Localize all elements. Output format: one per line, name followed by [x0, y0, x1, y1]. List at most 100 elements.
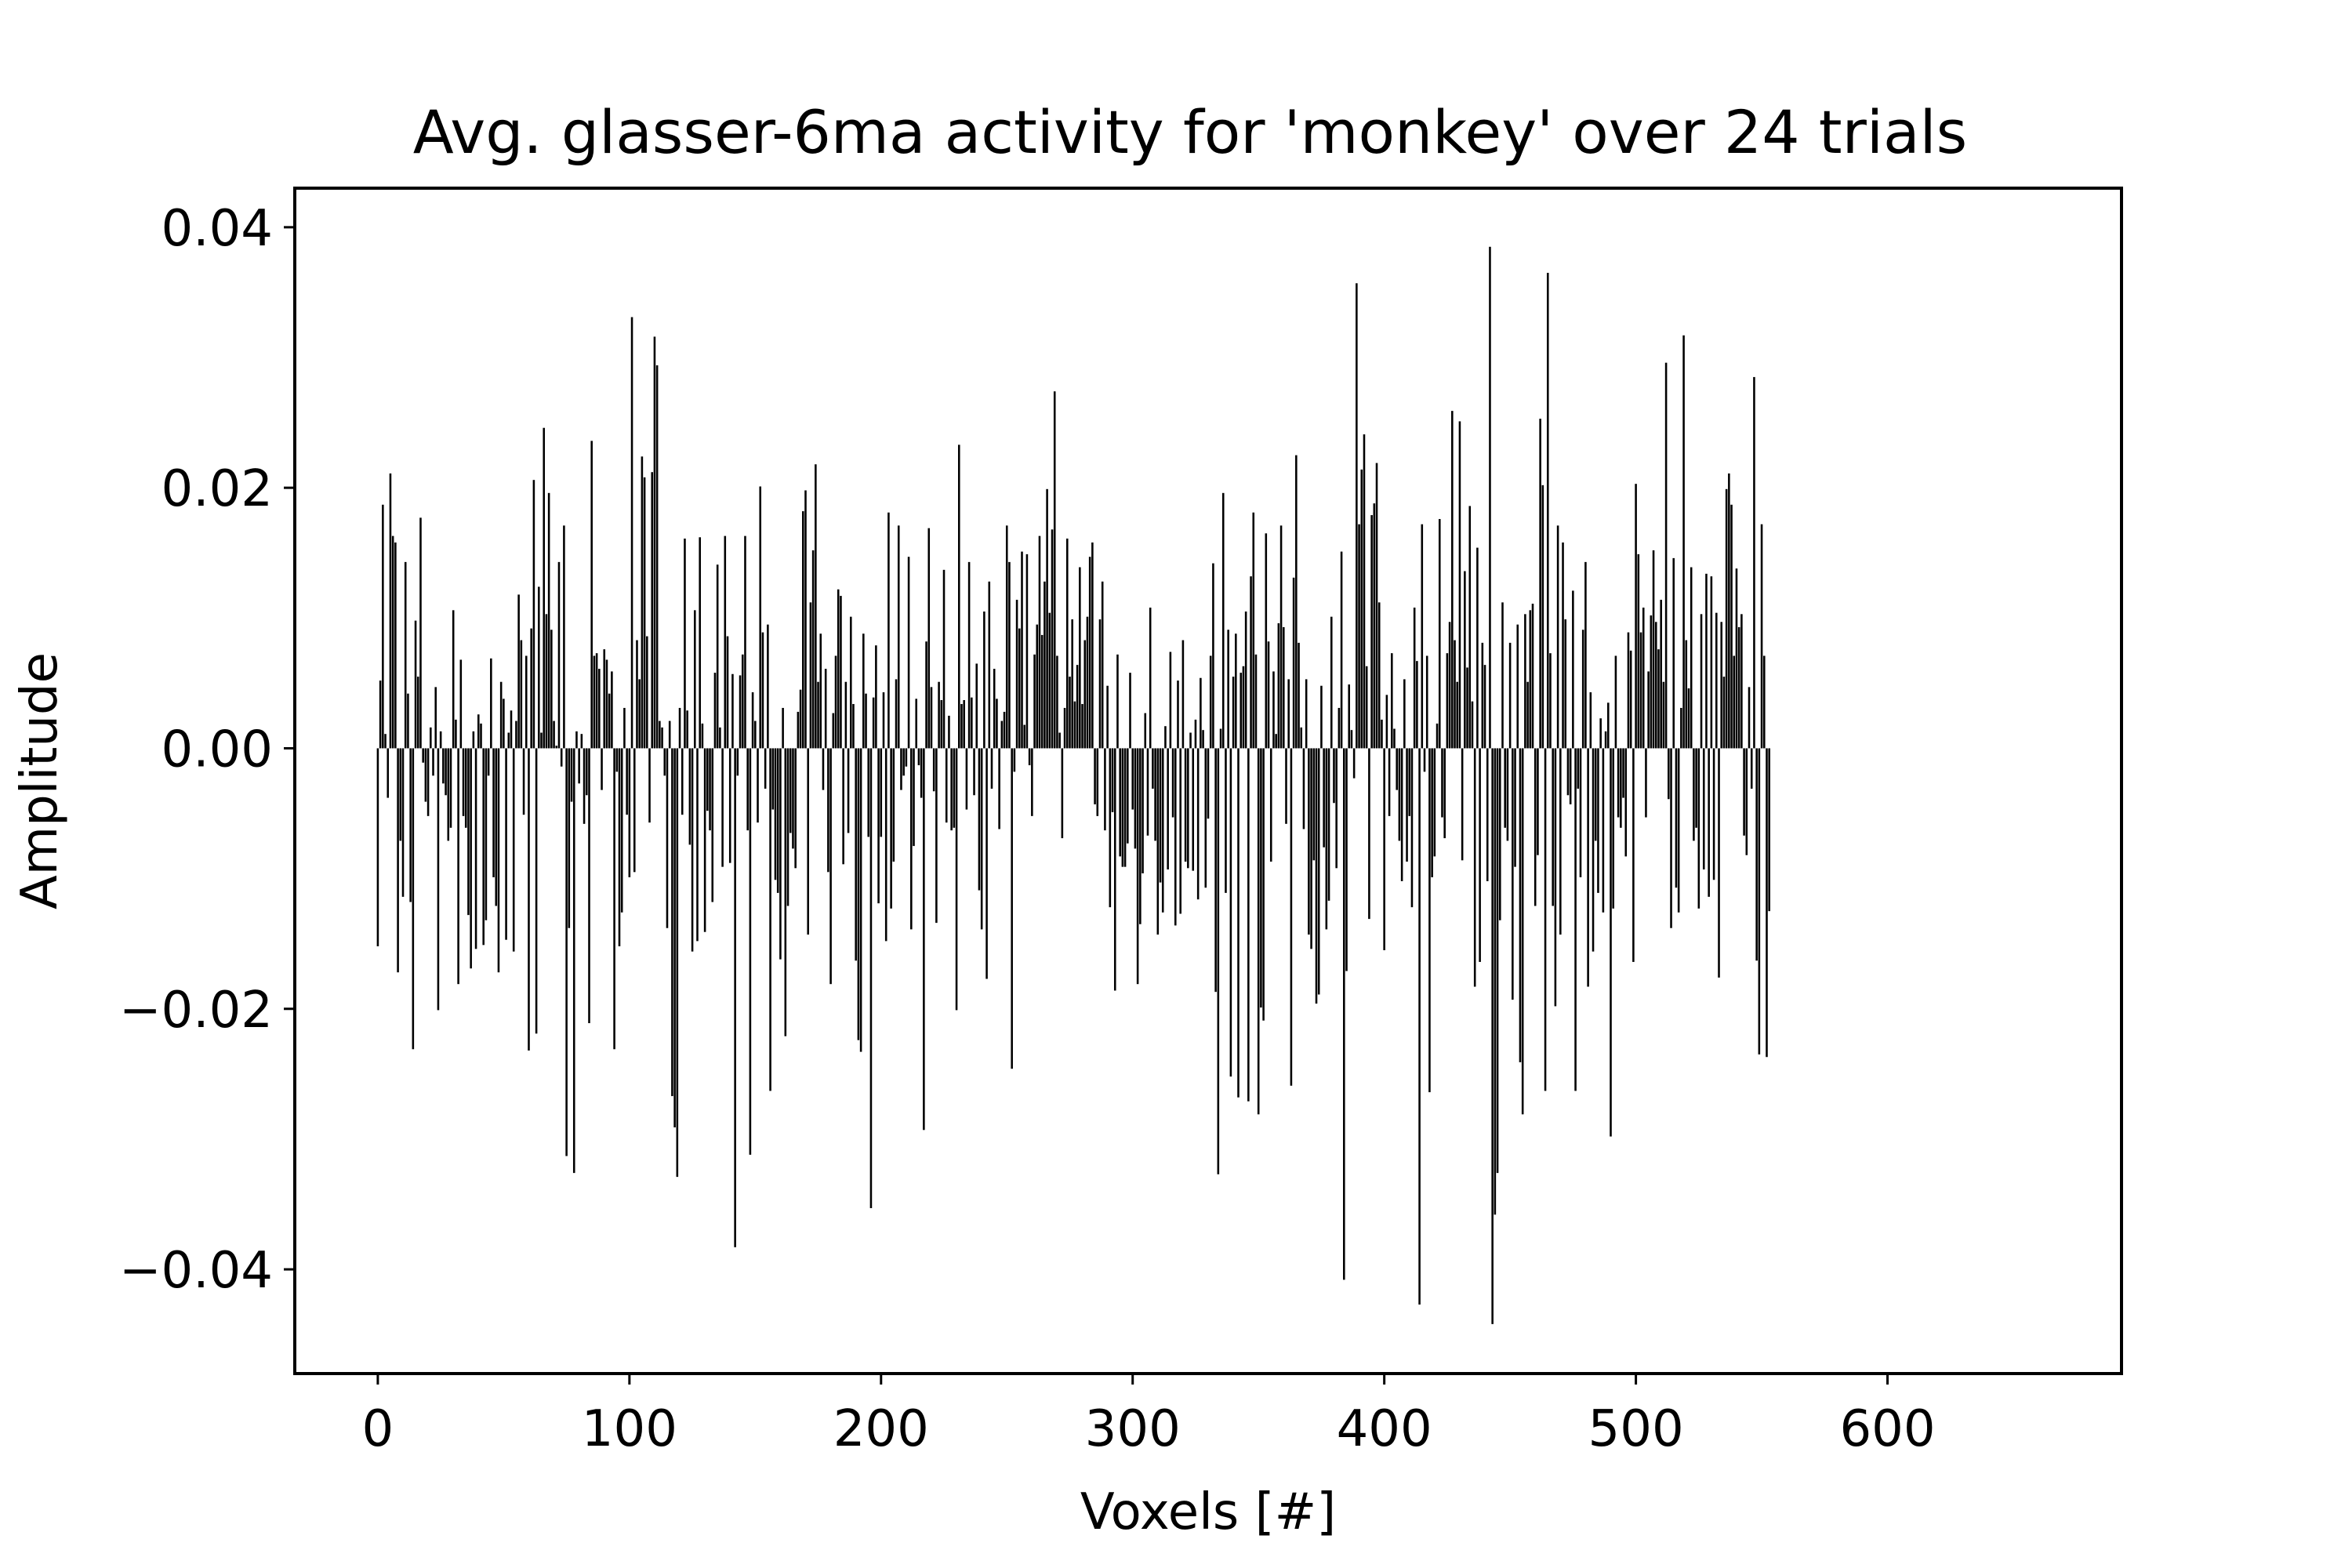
bar — [409, 748, 412, 902]
bar — [1539, 419, 1541, 749]
bar — [1196, 748, 1200, 900]
bar — [1265, 533, 1268, 749]
bar — [1587, 748, 1589, 987]
bar — [1227, 630, 1229, 749]
bar — [1091, 542, 1094, 749]
bar — [1627, 632, 1630, 749]
bar — [545, 614, 548, 749]
bar — [430, 727, 432, 749]
bar — [1269, 748, 1272, 862]
bar — [412, 748, 415, 1050]
bar — [530, 628, 532, 749]
bar — [1549, 653, 1552, 749]
bar — [761, 632, 764, 749]
bar — [550, 630, 553, 749]
bar — [1008, 561, 1011, 749]
bar — [1499, 748, 1501, 920]
bar — [721, 748, 724, 867]
bar — [1065, 538, 1069, 749]
bar — [555, 746, 558, 749]
bar — [1368, 748, 1370, 920]
bar — [1733, 655, 1736, 749]
bar — [492, 748, 495, 877]
bar — [485, 748, 488, 920]
bar — [819, 633, 822, 749]
bar — [834, 655, 837, 749]
bar — [643, 477, 646, 749]
bar — [1358, 524, 1360, 749]
bar — [701, 723, 704, 749]
bar — [671, 748, 673, 1097]
bar — [1381, 719, 1383, 749]
bar — [1308, 748, 1310, 935]
bar — [1476, 547, 1479, 749]
bar — [1005, 525, 1008, 749]
bar — [696, 748, 699, 942]
bar — [1079, 567, 1081, 749]
bar — [1101, 581, 1104, 749]
bar — [1486, 748, 1489, 881]
bar — [641, 456, 644, 749]
bar — [910, 748, 913, 930]
bar — [691, 748, 694, 952]
bar — [1031, 748, 1033, 816]
bar — [1569, 748, 1572, 804]
bar — [1340, 551, 1343, 749]
bar — [1385, 695, 1388, 749]
bar — [1418, 748, 1421, 1305]
bar — [942, 569, 946, 749]
bar — [575, 731, 578, 749]
bar — [1755, 748, 1758, 961]
bar — [608, 693, 611, 749]
bar — [1260, 748, 1262, 1008]
bar — [1343, 748, 1345, 1280]
bar — [1526, 681, 1529, 749]
bar — [1642, 608, 1645, 749]
bar — [1398, 748, 1401, 841]
bar — [1697, 748, 1700, 909]
bar — [580, 734, 583, 749]
bar — [1229, 748, 1232, 1077]
bar — [1702, 748, 1705, 869]
bar — [1512, 748, 1514, 1000]
bar — [726, 636, 729, 749]
bar — [422, 748, 424, 763]
bar — [869, 748, 873, 1208]
bar — [1111, 748, 1114, 812]
bar — [442, 748, 445, 784]
bar — [817, 681, 819, 749]
bar — [782, 707, 784, 749]
bar — [1446, 653, 1449, 749]
bar — [1350, 730, 1353, 749]
bar — [1413, 608, 1416, 749]
bar — [749, 748, 752, 1155]
bar — [1647, 671, 1650, 749]
bar — [867, 748, 870, 837]
bar — [1750, 748, 1753, 789]
bar — [1521, 748, 1524, 1115]
bar — [1471, 701, 1474, 749]
bar — [1662, 681, 1665, 749]
bar — [1645, 748, 1647, 818]
bar — [967, 561, 971, 749]
bar — [1629, 650, 1632, 749]
bar — [457, 748, 459, 985]
bar — [1154, 748, 1156, 841]
bar — [1534, 748, 1537, 906]
bar — [1577, 748, 1580, 789]
bar — [630, 317, 633, 749]
bar — [1753, 376, 1755, 749]
bar — [557, 561, 561, 749]
bar — [1149, 608, 1152, 749]
bar — [1682, 335, 1685, 749]
bar — [676, 748, 679, 1178]
bar — [1061, 748, 1064, 839]
bar — [913, 748, 915, 847]
bar — [470, 748, 472, 969]
bar — [1375, 463, 1378, 749]
bar — [1481, 642, 1484, 749]
bar — [1433, 748, 1436, 857]
bar — [709, 748, 711, 831]
bar — [1431, 748, 1433, 877]
bar — [1425, 655, 1428, 749]
